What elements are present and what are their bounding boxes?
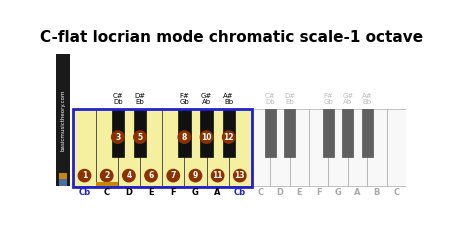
Text: G: G xyxy=(335,188,341,197)
Text: 6: 6 xyxy=(148,171,154,180)
Bar xyxy=(270,109,290,186)
Text: basicmusictheory.com: basicmusictheory.com xyxy=(61,89,66,151)
Bar xyxy=(96,182,118,186)
Text: D: D xyxy=(276,188,284,197)
Text: 3: 3 xyxy=(115,133,120,142)
Circle shape xyxy=(101,169,113,182)
Bar xyxy=(74,109,96,186)
Text: A#: A# xyxy=(223,93,234,99)
Circle shape xyxy=(78,169,91,182)
Circle shape xyxy=(212,169,224,182)
Text: Bb: Bb xyxy=(363,99,372,105)
Text: 7: 7 xyxy=(170,171,176,180)
Bar xyxy=(134,109,146,157)
Circle shape xyxy=(222,131,235,143)
Text: Gb: Gb xyxy=(323,99,333,105)
Bar xyxy=(207,109,229,186)
Bar xyxy=(290,109,309,186)
Text: G#: G# xyxy=(342,93,354,99)
Bar xyxy=(342,109,353,157)
Text: E: E xyxy=(148,188,154,197)
Bar xyxy=(56,54,70,186)
Text: C#: C# xyxy=(112,93,123,99)
Bar xyxy=(73,109,252,187)
Text: D: D xyxy=(125,188,133,197)
Text: A: A xyxy=(214,188,221,197)
Text: Eb: Eb xyxy=(285,99,294,105)
Bar xyxy=(178,109,191,157)
Text: D#: D# xyxy=(284,93,295,99)
Bar xyxy=(348,109,367,186)
Text: Cb: Cb xyxy=(234,188,246,197)
Text: Cb: Cb xyxy=(78,188,91,197)
Bar xyxy=(387,109,406,186)
Text: C#: C# xyxy=(265,93,276,99)
Text: Gb: Gb xyxy=(179,99,189,105)
Circle shape xyxy=(145,169,157,182)
Text: 8: 8 xyxy=(182,133,187,142)
Circle shape xyxy=(234,169,246,182)
Bar xyxy=(323,109,334,157)
Text: 1: 1 xyxy=(82,171,87,180)
Bar xyxy=(118,109,140,186)
Bar xyxy=(200,109,213,157)
Text: F: F xyxy=(316,188,322,197)
Bar xyxy=(96,109,118,186)
Text: A: A xyxy=(354,188,361,197)
Text: 5: 5 xyxy=(138,133,143,142)
Text: E: E xyxy=(296,188,302,197)
Text: 13: 13 xyxy=(235,171,245,180)
Bar xyxy=(284,109,295,157)
Text: Eb: Eb xyxy=(136,99,144,105)
Text: C-flat locrian mode chromatic scale-1 octave: C-flat locrian mode chromatic scale-1 oc… xyxy=(40,30,423,45)
Circle shape xyxy=(167,169,179,182)
Bar xyxy=(251,109,270,186)
Text: C: C xyxy=(104,188,110,197)
Text: Bb: Bb xyxy=(224,99,233,105)
Circle shape xyxy=(123,169,135,182)
Bar xyxy=(229,109,251,186)
Bar xyxy=(184,109,207,186)
Text: 11: 11 xyxy=(212,171,223,180)
Text: F#: F# xyxy=(179,93,189,99)
Text: F: F xyxy=(170,188,176,197)
Bar xyxy=(59,180,67,186)
Bar xyxy=(309,109,328,186)
Text: D#: D# xyxy=(134,93,146,99)
Circle shape xyxy=(134,131,146,143)
Circle shape xyxy=(178,131,190,143)
Text: Db: Db xyxy=(266,99,275,105)
Bar xyxy=(367,109,387,186)
Text: A#: A# xyxy=(362,93,373,99)
Text: Ab: Ab xyxy=(202,99,211,105)
Text: 9: 9 xyxy=(193,171,198,180)
Bar xyxy=(362,109,373,157)
Text: 4: 4 xyxy=(126,171,132,180)
Bar xyxy=(265,109,276,157)
Text: 12: 12 xyxy=(223,133,234,142)
Text: F#: F# xyxy=(323,93,333,99)
Text: G#: G# xyxy=(201,93,212,99)
Text: Db: Db xyxy=(113,99,123,105)
Text: C: C xyxy=(258,188,264,197)
Text: Ab: Ab xyxy=(343,99,352,105)
Circle shape xyxy=(111,131,124,143)
Text: 10: 10 xyxy=(201,133,212,142)
Bar xyxy=(222,109,235,157)
Text: 2: 2 xyxy=(104,171,109,180)
Bar xyxy=(162,109,184,186)
Bar xyxy=(59,173,67,179)
Text: G: G xyxy=(192,188,199,197)
Circle shape xyxy=(189,169,202,182)
Bar xyxy=(140,109,162,186)
Text: C: C xyxy=(393,188,399,197)
Bar xyxy=(328,109,348,186)
Circle shape xyxy=(200,131,213,143)
Bar xyxy=(111,109,124,157)
Text: B: B xyxy=(373,188,380,197)
